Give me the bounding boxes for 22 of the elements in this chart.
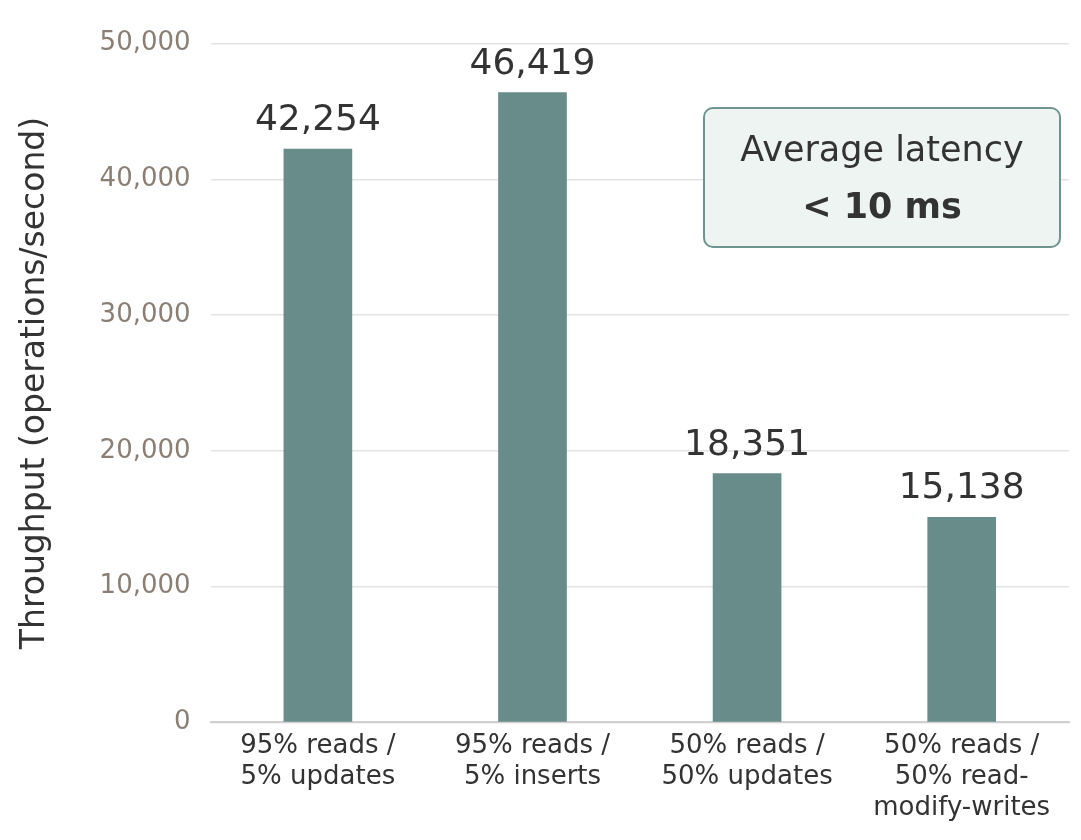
x-tick-label: 95% reads / 5% updates [240, 728, 396, 790]
y-tick-label: 40,000 [99, 162, 191, 193]
data-label: 42,254 [254, 97, 381, 139]
data-label: 15,138 [898, 465, 1025, 507]
y-tick-label: 20,000 [99, 433, 191, 464]
y-tick-label: 0 [174, 705, 191, 736]
bar [283, 148, 353, 722]
x-tick-label: 50% reads / 50% read-modify-writes [873, 728, 1051, 822]
annotation: < 10 ms [802, 185, 962, 226]
x-tick-label: 95% reads / 5% inserts [454, 728, 611, 790]
bar [712, 473, 782, 722]
y-tick-label: 30,000 [99, 297, 191, 328]
bar [498, 92, 567, 722]
data-label: 46,419 [469, 40, 596, 82]
y-tick-label: 10,000 [99, 569, 191, 600]
bar [927, 516, 997, 722]
x-tick-label: 50% reads / 50% updates [661, 728, 833, 790]
data-label: 18,351 [684, 421, 811, 463]
y-tick-label: 50,000 [99, 26, 191, 57]
annotation: Average latency [740, 128, 1024, 169]
callout-box: Average latency < 10 ms [703, 107, 1061, 248]
y-axis-title: Throughput (operations/second) [13, 116, 53, 651]
